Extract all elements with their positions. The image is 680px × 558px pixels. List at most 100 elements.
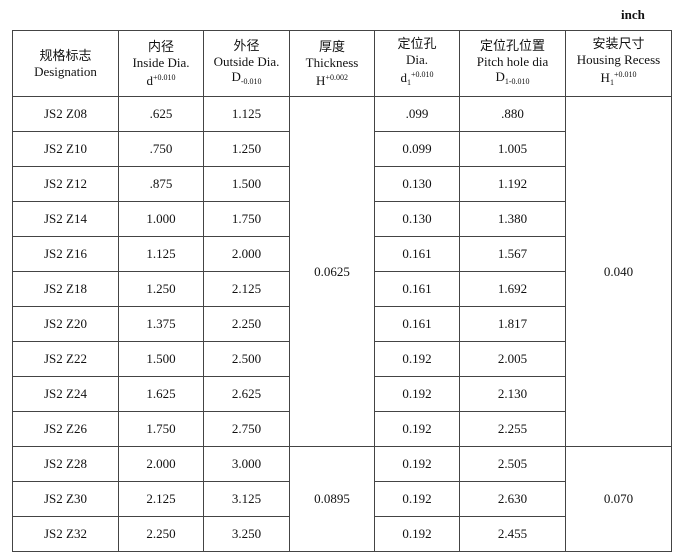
- hole-dia-cell: 0.099: [374, 131, 460, 167]
- outside-dia-cell: 2.500: [203, 341, 290, 377]
- symbol-superscript: +0.010: [613, 70, 637, 79]
- pitch-hole-dia-cell: 1.380: [459, 201, 566, 237]
- table-row: JS2 Z28 2.000 3.000 0.0895 0.192 2.505 0.070: [12, 446, 672, 552]
- header-symbol: d1+0.010: [375, 67, 459, 90]
- designation-cell: JS2 Z26: [12, 411, 119, 447]
- outside-dia-cell: 1.750: [203, 201, 290, 237]
- outside-dia-cell: 3.000: [203, 446, 290, 482]
- designation-cell: JS2 Z24: [12, 376, 119, 412]
- pitch-hole-dia-cell: 1.817: [459, 306, 566, 342]
- symbol: d: [146, 72, 153, 88]
- header-chinese: 外径: [233, 38, 260, 54]
- hole-dia-cell: 0.161: [374, 236, 460, 272]
- pitch-hole-dia-cell: 2.005: [459, 341, 566, 377]
- symbol: H: [600, 70, 610, 85]
- inside-dia-cell: 1.500: [118, 341, 204, 377]
- header-symbol: D-0.010: [204, 69, 289, 89]
- symbol: H: [316, 72, 326, 88]
- inside-dia-cell: 2.125: [118, 481, 204, 517]
- symbol: D: [495, 68, 505, 84]
- pitch-hole-dia-cell: 2.255: [459, 411, 566, 447]
- header-chinese: 安装尺寸: [592, 37, 645, 52]
- table-row: JS2 Z16 1.125 2.000 0.161 1.567: [12, 236, 672, 272]
- pitch-hole-dia-cell: 2.505: [459, 446, 566, 482]
- header-cell: 规格标志 Designation: [12, 30, 119, 97]
- hole-dia-cell: 0.192: [374, 446, 460, 482]
- designation-cell: JS2 Z32: [12, 516, 119, 552]
- outside-dia-cell: 1.125: [203, 96, 290, 132]
- spec-table: 规格标志 Designation 内径 Inside Dia. d+0.010 外径 Out…: [12, 30, 672, 552]
- designation-cell: JS2 Z18: [12, 271, 119, 307]
- outside-dia-cell: 1.250: [203, 131, 290, 167]
- thickness-cell: 0.0895: [289, 446, 375, 552]
- inside-dia-cell: 1.125: [118, 236, 204, 272]
- inside-dia-cell: .750: [118, 131, 204, 167]
- inside-dia-cell: .875: [118, 166, 204, 202]
- designation-cell: JS2 Z30: [12, 481, 119, 517]
- header-symbol: d+0.010: [119, 70, 203, 88]
- header-english: Dia.: [405, 52, 429, 67]
- hole-dia-cell: 0.130: [374, 166, 460, 202]
- pitch-hole-dia-cell: 1.692: [459, 271, 566, 307]
- table-body: JS2 Z08.625 1.125 0.0625.099.880 0.040 JS2 Z…: [12, 96, 672, 552]
- symbol-superscript: +0.010: [410, 70, 434, 79]
- pitch-hole-dia-cell: 2.630: [459, 481, 566, 517]
- hole-dia-cell: 0.192: [374, 481, 460, 517]
- header-cell: 定位孔 Dia. d1+0.010: [374, 30, 460, 97]
- outside-dia-cell: 2.250: [203, 306, 290, 342]
- designation-cell: JS2 Z16: [12, 236, 119, 272]
- header-chinese: 规格标志: [39, 48, 92, 64]
- outside-dia-cell: 2.750: [203, 411, 290, 447]
- header-chinese: 内径: [147, 39, 174, 55]
- outside-dia-cell: 2.625: [203, 376, 290, 412]
- header-symbol: H1+0.010: [566, 67, 671, 90]
- pitch-hole-dia-cell: 1.005: [459, 131, 566, 167]
- header-english: Inside Dia.: [132, 54, 190, 70]
- inside-dia-cell: 2.000: [118, 446, 204, 482]
- pitch-hole-dia-cell: 2.130: [459, 376, 566, 412]
- header-english: Designation: [34, 63, 97, 79]
- inside-dia-cell: 1.750: [118, 411, 204, 447]
- symbol-subscript: 1-0.010: [504, 76, 530, 86]
- symbol-superscript: +0.010: [152, 72, 176, 82]
- header-chinese: 定位孔位置: [479, 38, 545, 54]
- designation-cell: JS2 Z28: [12, 446, 119, 482]
- outside-dia-cell: 2.000: [203, 236, 290, 272]
- header-cell: 安装尺寸 Housing Recess H1+0.010: [565, 30, 672, 97]
- designation-cell: JS2 Z08: [12, 96, 119, 132]
- header-cell: 外径 Outside Dia. D-0.010: [203, 30, 290, 97]
- designation-cell: JS2 Z14: [12, 201, 119, 237]
- thickness-cell: 0.0625: [289, 96, 375, 447]
- designation-cell: JS2 Z10: [12, 131, 119, 167]
- table-row: JS2 Z32 2.250 3.250 0.192 2.455: [12, 516, 672, 552]
- hole-dia-cell: 0.161: [374, 306, 460, 342]
- hole-dia-cell: .099: [374, 96, 460, 132]
- symbol-subscript: 1: [406, 78, 411, 87]
- header-english: Pitch hole dia: [476, 53, 549, 69]
- header-cell: 定位孔位置 Pitch hole dia D1-0.010: [459, 30, 566, 97]
- inside-dia-cell: 1.625: [118, 376, 204, 412]
- designation-cell: JS2 Z22: [12, 341, 119, 377]
- header-cell: 内径 Inside Dia. d+0.010: [118, 30, 204, 97]
- table-row: JS2 Z20 1.375 2.250 0.161 1.817: [12, 306, 672, 342]
- pitch-hole-dia-cell: .880: [459, 96, 566, 132]
- table-row: JS2 Z18 1.250 2.125 0.161 1.692: [12, 271, 672, 307]
- header-english: Thickness: [305, 54, 359, 70]
- table-row: JS2 Z24 1.625 2.625 0.192 2.130: [12, 376, 672, 412]
- header-chinese: 厚度: [318, 39, 345, 55]
- header-cell: 厚度 Thickness H+0.002: [289, 30, 375, 97]
- symbol-subscript: -0.010: [240, 76, 262, 86]
- housing-recess-cell: 0.070: [565, 446, 672, 552]
- designation-cell: JS2 Z20: [12, 306, 119, 342]
- pitch-hole-dia-cell: 1.567: [459, 236, 566, 272]
- header-english: Housing Recess: [576, 52, 661, 67]
- header-row: 规格标志 Designation 内径 Inside Dia. d+0.010 外径 Out…: [12, 30, 672, 97]
- hole-dia-cell: 0.192: [374, 516, 460, 552]
- pitch-hole-dia-cell: 1.192: [459, 166, 566, 202]
- table-row: JS2 Z08.625 1.125 0.0625.099.880 0.040: [12, 96, 672, 447]
- table-row: JS2 Z22 1.500 2.500 0.192 2.005: [12, 341, 672, 377]
- symbol: d: [400, 70, 407, 85]
- inside-dia-cell: .625: [118, 96, 204, 132]
- header-chinese: 定位孔: [397, 37, 437, 52]
- outside-dia-cell: 3.125: [203, 481, 290, 517]
